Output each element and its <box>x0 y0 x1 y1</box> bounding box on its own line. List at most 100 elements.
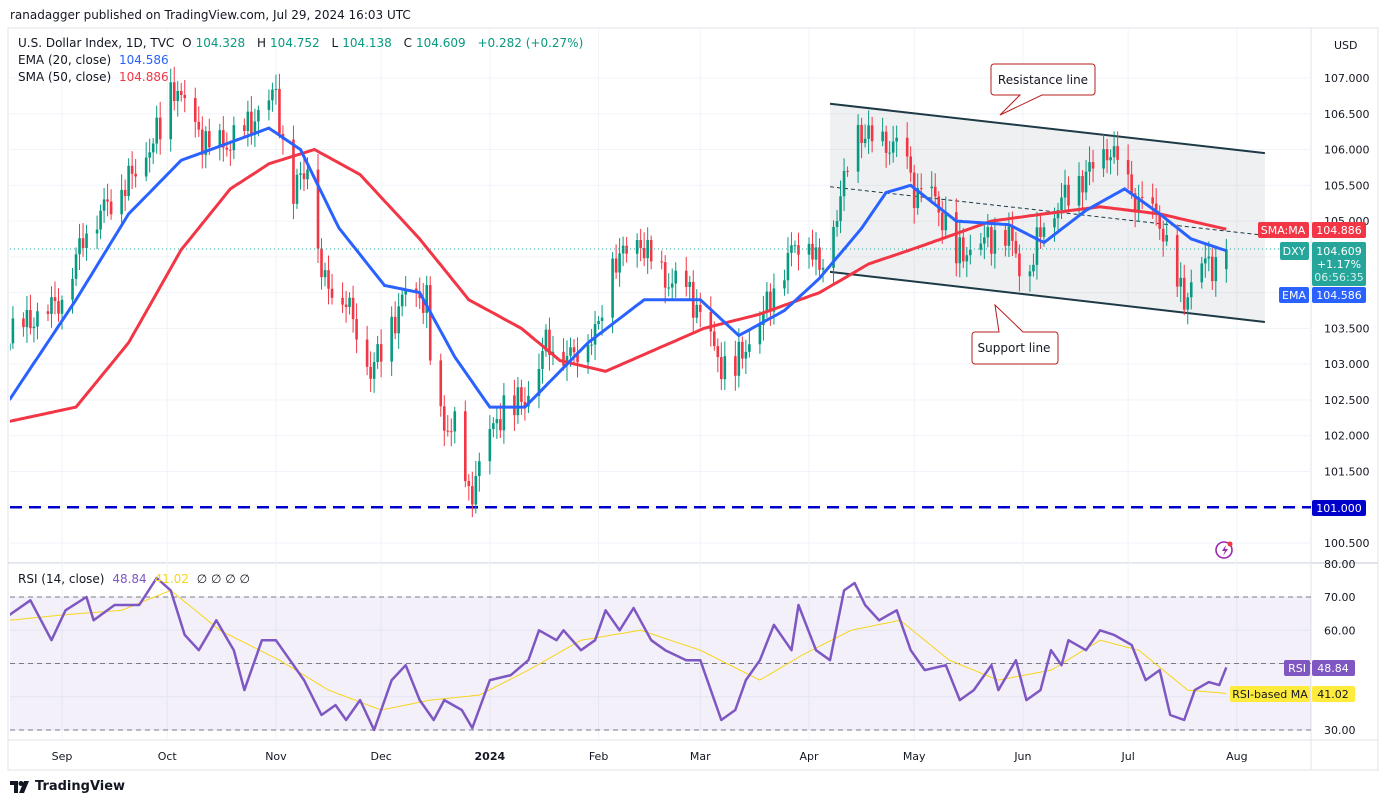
candle-body <box>814 247 818 260</box>
tradingview-logo[interactable]: TradingView <box>10 779 125 794</box>
rsi-ma-tag-label: RSI-based MA <box>1232 688 1308 701</box>
candle-body <box>207 131 211 148</box>
resistance-annotation[interactable]: Resistance line <box>990 63 1096 116</box>
candle-body <box>912 172 916 208</box>
lightning-alert-icon[interactable] <box>1215 541 1233 559</box>
candle-body <box>1067 184 1070 206</box>
candle-body <box>523 401 527 407</box>
close-number: 104.609 <box>416 36 466 50</box>
dxy-countdown: 06:56:35 <box>1314 271 1363 284</box>
candle-body <box>22 318 25 328</box>
candle-body <box>81 238 85 249</box>
candle-body <box>979 243 983 250</box>
candle-body <box>842 170 846 197</box>
candle-body <box>99 210 102 230</box>
sma-legend[interactable]: SMA (50, close) 104.886 <box>18 70 173 84</box>
candle-body <box>698 304 702 312</box>
close-label: C <box>403 36 413 50</box>
sma-legend-value: 104.886 <box>119 70 169 84</box>
callout-shape <box>971 303 1059 365</box>
candle-body <box>797 245 800 255</box>
candle-body <box>895 137 898 142</box>
callout-shape <box>990 63 1096 116</box>
candle-body <box>232 125 236 151</box>
candle-body <box>811 243 814 260</box>
candle-body <box>106 199 109 202</box>
sma-price-tag: SMA:MA 104.886 <box>1258 222 1366 238</box>
candle-body <box>120 189 123 215</box>
candle-body <box>151 143 155 153</box>
candle-body <box>183 94 187 99</box>
rsi-tick-label: 80.00 <box>1324 558 1356 571</box>
ema-tag-label: EMA <box>1282 289 1306 302</box>
currency-label[interactable]: USD <box>1334 39 1358 52</box>
rsi-value-tag: RSI 48.84 <box>1284 660 1355 676</box>
candle-body <box>621 245 625 254</box>
candle-body <box>663 262 667 288</box>
candle-body <box>390 316 393 362</box>
candle-body <box>442 406 446 431</box>
rsi-legend[interactable]: RSI (14, close) 48.84 41.02 ∅ ∅ ∅ ∅ <box>18 572 254 586</box>
candle-body <box>569 347 572 356</box>
candle-body <box>1011 226 1014 241</box>
candle-body <box>267 100 271 110</box>
candle-body <box>193 98 197 122</box>
candle-body <box>1063 184 1067 198</box>
candle-body <box>474 475 478 505</box>
candle-body <box>295 174 299 204</box>
candle-body <box>327 270 330 289</box>
candle-body <box>709 311 713 332</box>
candle-body <box>1175 235 1179 287</box>
channel-midline <box>829 186 1265 236</box>
candle-body <box>765 291 769 312</box>
candle-body <box>1210 256 1214 282</box>
candle-body <box>1102 149 1105 169</box>
ema20-line <box>10 126 1227 409</box>
candle-body <box>1084 171 1088 193</box>
candle-body <box>933 186 937 197</box>
candle-body <box>1081 176 1084 193</box>
symbol-legend[interactable]: U.S. Dollar Index, 1D, TVC O 104.328 H 104… <box>18 36 587 50</box>
candle-body <box>520 387 523 402</box>
candle-body <box>660 261 663 263</box>
candle-body <box>102 199 106 211</box>
candle-body <box>123 189 127 196</box>
rsi-tag-label: RSI <box>1288 662 1306 675</box>
level-price-tag: 101.000 <box>1312 500 1366 516</box>
candle-body <box>1214 257 1218 282</box>
sma-legend-label: SMA (50, close) <box>18 70 112 84</box>
candle-body <box>625 245 628 254</box>
candle-body <box>944 212 948 231</box>
candle-body <box>1014 240 1018 254</box>
candle-body <box>393 316 397 334</box>
candle-body <box>1165 235 1169 242</box>
low-label: L <box>331 36 339 50</box>
candle-body <box>1088 162 1091 172</box>
candle-body <box>734 356 737 376</box>
moving-averages <box>10 126 1280 423</box>
candle-body <box>74 254 78 279</box>
support-annotation[interactable]: Support line <box>971 303 1059 365</box>
candle-body <box>148 152 151 158</box>
support-label: Support line <box>978 341 1051 355</box>
candle-body <box>846 170 849 172</box>
ema-legend-value: 104.586 <box>118 53 169 67</box>
candle-body <box>421 298 425 313</box>
candle-body <box>716 346 720 358</box>
month-tick-label: Jul <box>1120 750 1134 763</box>
candle-body <box>983 237 986 244</box>
month-tick-label: Jun <box>1013 750 1031 763</box>
month-tick-label: Mar <box>690 750 711 763</box>
price-tick-label: 102.000 <box>1324 430 1370 443</box>
candle-body <box>1039 227 1042 237</box>
month-tick-label: Sep <box>52 750 73 763</box>
ema-legend[interactable]: EMA (20, close) 104.586 <box>18 53 173 67</box>
rsi-background <box>10 596 1311 731</box>
candle-body <box>341 297 344 305</box>
candle-body <box>453 411 457 432</box>
candle-body <box>404 288 407 295</box>
candle-body <box>965 255 969 262</box>
candle-body <box>611 258 614 318</box>
candle-body <box>562 351 565 366</box>
